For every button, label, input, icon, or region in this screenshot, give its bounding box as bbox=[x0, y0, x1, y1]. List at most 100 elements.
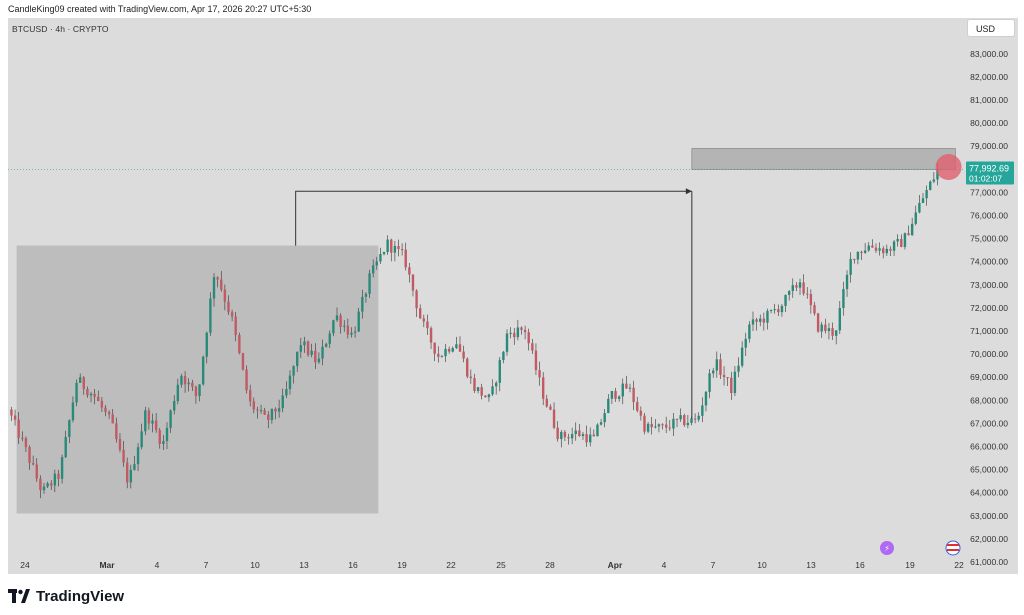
candle[interactable] bbox=[596, 424, 599, 437]
candle[interactable] bbox=[863, 250, 867, 253]
candle[interactable] bbox=[306, 341, 310, 355]
candle[interactable] bbox=[896, 238, 899, 242]
candle[interactable] bbox=[885, 248, 889, 254]
candle[interactable] bbox=[791, 285, 794, 292]
candle[interactable] bbox=[285, 389, 288, 396]
candle[interactable] bbox=[505, 333, 509, 352]
candle[interactable] bbox=[234, 316, 237, 336]
candle[interactable] bbox=[610, 391, 614, 399]
candle[interactable] bbox=[925, 190, 928, 199]
candle[interactable] bbox=[607, 398, 610, 414]
candle[interactable] bbox=[371, 265, 375, 274]
candle[interactable] bbox=[907, 233, 910, 236]
candle[interactable] bbox=[599, 422, 603, 425]
candle[interactable] bbox=[277, 408, 281, 412]
candle[interactable] bbox=[78, 377, 82, 383]
candle[interactable] bbox=[375, 261, 378, 266]
candle[interactable] bbox=[455, 344, 458, 349]
candle[interactable] bbox=[140, 431, 143, 448]
candle[interactable] bbox=[621, 383, 624, 397]
candle[interactable] bbox=[473, 378, 476, 391]
candle[interactable] bbox=[722, 374, 726, 378]
candle[interactable] bbox=[129, 469, 133, 483]
candle[interactable] bbox=[361, 296, 364, 312]
candle[interactable] bbox=[346, 325, 350, 335]
candle[interactable] bbox=[534, 350, 538, 371]
candle[interactable] bbox=[523, 329, 527, 333]
candle[interactable] bbox=[343, 325, 346, 327]
candle[interactable] bbox=[617, 396, 621, 399]
candle[interactable] bbox=[646, 423, 650, 432]
candle[interactable] bbox=[516, 327, 520, 338]
candle[interactable] bbox=[585, 434, 588, 443]
candle[interactable] bbox=[892, 241, 896, 251]
candle[interactable] bbox=[444, 348, 447, 357]
candle[interactable] bbox=[809, 294, 813, 306]
candle[interactable] bbox=[281, 395, 284, 409]
candle[interactable] bbox=[560, 431, 563, 440]
candle[interactable] bbox=[878, 248, 881, 251]
candle[interactable] bbox=[230, 312, 234, 317]
candle[interactable] bbox=[719, 359, 722, 375]
candle[interactable] bbox=[860, 251, 863, 253]
candle[interactable] bbox=[697, 415, 700, 420]
candle[interactable] bbox=[650, 423, 653, 428]
candle[interactable] bbox=[64, 436, 67, 458]
candle[interactable] bbox=[162, 441, 165, 444]
candle[interactable] bbox=[86, 388, 89, 396]
candle[interactable] bbox=[628, 387, 632, 389]
candle[interactable] bbox=[834, 330, 838, 336]
candle[interactable] bbox=[679, 415, 682, 420]
candle[interactable] bbox=[708, 373, 711, 392]
candle[interactable] bbox=[816, 313, 820, 332]
candle[interactable] bbox=[68, 420, 71, 437]
candle[interactable] bbox=[578, 430, 581, 437]
candle[interactable] bbox=[853, 258, 856, 260]
candle[interactable] bbox=[668, 427, 671, 429]
candle[interactable] bbox=[733, 371, 737, 394]
candle[interactable] bbox=[730, 377, 733, 394]
candle[interactable] bbox=[136, 447, 140, 465]
candle[interactable] bbox=[592, 434, 596, 437]
candle[interactable] bbox=[849, 258, 852, 275]
candle[interactable] bbox=[31, 462, 35, 465]
candle[interactable] bbox=[751, 319, 755, 325]
candle[interactable] bbox=[220, 279, 223, 290]
candle[interactable] bbox=[100, 400, 104, 408]
candle[interactable] bbox=[328, 333, 331, 344]
candle[interactable] bbox=[889, 248, 892, 251]
candle[interactable] bbox=[466, 358, 469, 377]
target-zone[interactable] bbox=[691, 148, 956, 170]
candle[interactable] bbox=[270, 408, 274, 420]
candle[interactable] bbox=[50, 483, 53, 486]
candle[interactable] bbox=[89, 393, 93, 396]
candle[interactable] bbox=[871, 245, 874, 248]
candle[interactable] bbox=[411, 274, 415, 291]
candle[interactable] bbox=[386, 239, 389, 253]
candle[interactable] bbox=[382, 252, 386, 255]
candle[interactable] bbox=[147, 410, 151, 424]
candle[interactable] bbox=[42, 486, 46, 491]
candle[interactable] bbox=[487, 394, 491, 398]
us-flag-event-icon[interactable] bbox=[945, 540, 961, 556]
candle[interactable] bbox=[769, 310, 773, 312]
candle[interactable] bbox=[484, 395, 487, 398]
candle[interactable] bbox=[712, 370, 715, 374]
candle[interactable] bbox=[900, 238, 903, 248]
candle[interactable] bbox=[672, 418, 675, 429]
candle[interactable] bbox=[842, 289, 845, 308]
candle[interactable] bbox=[245, 369, 248, 391]
candle[interactable] bbox=[693, 418, 697, 420]
candle[interactable] bbox=[744, 338, 747, 348]
candle[interactable] bbox=[502, 351, 505, 361]
candle[interactable] bbox=[176, 384, 180, 402]
candle[interactable] bbox=[296, 351, 299, 367]
candle[interactable] bbox=[636, 402, 639, 411]
candle[interactable] bbox=[154, 420, 158, 431]
candle[interactable] bbox=[802, 282, 805, 294]
candle[interactable] bbox=[903, 233, 907, 248]
candle[interactable] bbox=[310, 350, 313, 355]
candle[interactable] bbox=[57, 473, 60, 479]
candle[interactable] bbox=[632, 387, 635, 403]
earnings-event-icon[interactable] bbox=[880, 541, 894, 555]
